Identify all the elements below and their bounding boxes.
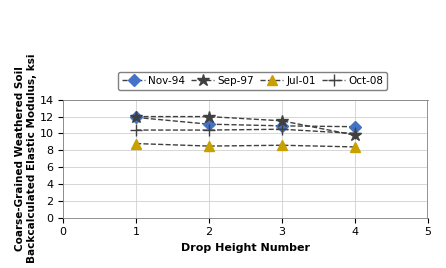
Nov-94 — [206, 122, 211, 126]
Sep-97 — [352, 133, 357, 137]
Oct-08 — [279, 128, 285, 131]
Line: Oct-08: Oct-08 — [131, 124, 360, 139]
Oct-08 — [352, 132, 357, 135]
Nov-94 — [279, 124, 285, 128]
Jul-01 — [352, 145, 357, 148]
Legend: Nov-94, Sep-97, Jul-01, Oct-08: Nov-94, Sep-97, Jul-01, Oct-08 — [118, 72, 387, 90]
Nov-94 — [133, 116, 139, 119]
Sep-97 — [206, 115, 211, 118]
Oct-08 — [133, 128, 139, 132]
Sep-97 — [279, 119, 285, 122]
Sep-97 — [133, 115, 139, 118]
Line: Nov-94: Nov-94 — [132, 113, 359, 131]
Line: Sep-97: Sep-97 — [130, 110, 361, 142]
Oct-08 — [206, 128, 211, 132]
Line: Jul-01: Jul-01 — [131, 139, 359, 152]
Nov-94 — [352, 125, 357, 128]
Jul-01 — [279, 144, 285, 147]
Jul-01 — [133, 142, 139, 145]
X-axis label: Drop Height Number: Drop Height Number — [181, 243, 310, 253]
Y-axis label: Coarse-Grained Weathered Soil
Backcalculated Elastic Modulus, ksi: Coarse-Grained Weathered Soil Backcalcul… — [15, 54, 37, 263]
Jul-01 — [206, 144, 211, 148]
